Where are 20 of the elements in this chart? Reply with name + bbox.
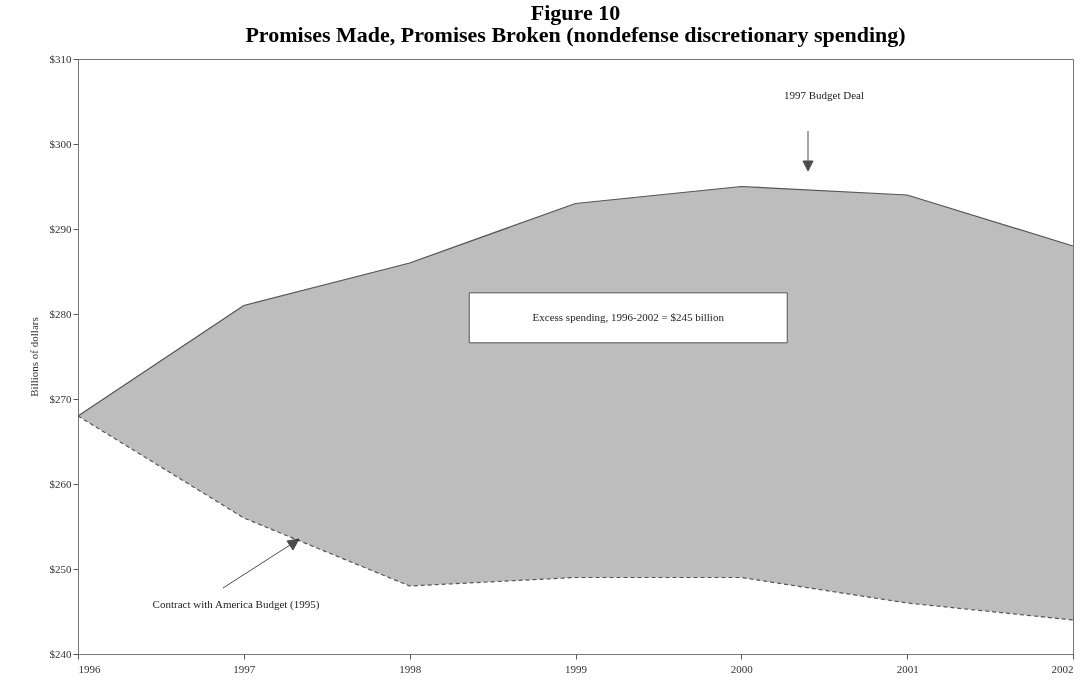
x-tick-label: 1999 bbox=[565, 662, 588, 675]
x-tick-label: 2000 bbox=[730, 662, 754, 675]
y-axis-title: Billions of dollars bbox=[27, 317, 40, 397]
annotation: Contract with America Budget (1995) bbox=[152, 598, 320, 611]
y-tick-label: $280 bbox=[49, 307, 72, 320]
x-tick-label: 2001 bbox=[896, 662, 919, 675]
y-tick-label: $270 bbox=[49, 392, 72, 405]
x-tick-label: 1998 bbox=[399, 662, 422, 675]
y-tick-label: $240 bbox=[49, 647, 72, 660]
annotation: Excess spending, 1996-2002 = $245 billion bbox=[532, 310, 725, 323]
y-tick-label: $260 bbox=[49, 477, 72, 490]
x-tick-label: 1997 bbox=[233, 662, 256, 675]
y-tick-label: $290 bbox=[49, 222, 72, 235]
x-tick-label: 1996 bbox=[78, 662, 101, 675]
y-tick-label: $310 bbox=[49, 52, 72, 65]
annotation: 1997 Budget Deal bbox=[783, 89, 865, 101]
y-tick-label: $300 bbox=[49, 137, 72, 150]
chart-title: Figure 10 bbox=[530, 0, 621, 25]
y-tick-label: $250 bbox=[49, 562, 72, 575]
x-tick-label: 2002 bbox=[1051, 662, 1074, 675]
